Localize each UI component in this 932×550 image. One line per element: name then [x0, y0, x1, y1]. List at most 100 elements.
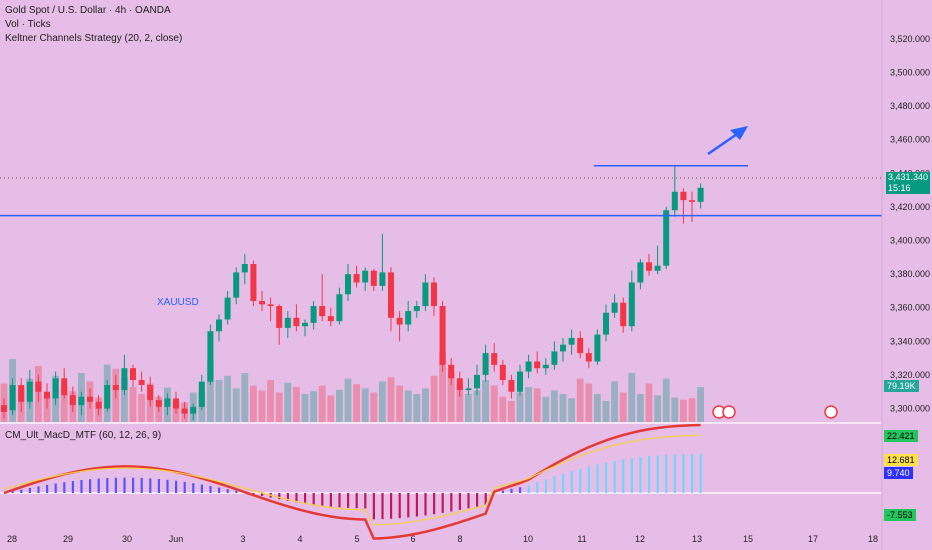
candle-body — [78, 396, 85, 406]
strategy-legend: Keltner Channels Strategy (20, 2, close) — [5, 33, 183, 44]
candle-body — [207, 331, 214, 382]
volume-bar — [215, 380, 223, 422]
candle-body — [422, 282, 429, 307]
time-tick-label: 3 — [240, 534, 245, 544]
macd-histogram-bar — [261, 493, 264, 496]
macd-histogram-bar — [458, 493, 461, 510]
bar-countdown: 15:16 — [888, 183, 911, 193]
macd-histogram-bar — [114, 477, 117, 493]
macd-histogram-bar — [304, 493, 307, 504]
macd-histogram-bar — [613, 460, 616, 493]
volume-bar — [379, 381, 386, 422]
candle-body — [353, 274, 360, 283]
volume-bar — [60, 385, 68, 422]
macd-histogram-bar — [71, 481, 74, 493]
candle-body — [499, 364, 506, 380]
macd-histogram-bar — [527, 485, 530, 493]
macd-histogram-bar — [562, 473, 565, 493]
candle-body — [594, 334, 601, 362]
volume-bar — [258, 390, 266, 422]
volume-bar — [284, 382, 292, 422]
candle-body — [1, 405, 7, 412]
macd-histogram-bar — [37, 486, 40, 493]
candle-body — [663, 210, 670, 266]
macd-histogram-bar — [329, 493, 332, 507]
candle-body — [628, 282, 635, 327]
candle-body — [87, 396, 93, 402]
volume-bar — [602, 401, 610, 422]
macd-histogram-bar — [673, 454, 676, 493]
volume-bar — [611, 381, 618, 422]
time-tick-label: 5 — [354, 534, 359, 544]
macd-histogram-bar — [123, 477, 126, 493]
candle-body — [439, 306, 446, 365]
volume-bar — [310, 391, 317, 422]
volume-bar — [396, 385, 403, 422]
macd-histogram-bar — [501, 490, 504, 493]
candle-body — [112, 385, 119, 391]
macd-histogram-bar — [484, 493, 487, 505]
macd-histogram-bar — [132, 477, 135, 493]
macd-histogram-bar — [398, 493, 401, 519]
macd-histogram-bar — [183, 481, 186, 493]
macd-histogram-bar — [630, 458, 633, 493]
candle-body — [327, 316, 334, 322]
time-tick-label: 11 — [577, 534, 586, 544]
macd-histogram-bar — [648, 456, 651, 493]
candle-body — [388, 272, 394, 318]
volume-bar — [576, 378, 584, 422]
macd-histogram-bar — [390, 493, 393, 519]
candle-body — [362, 270, 369, 283]
macd-histogram-bar — [28, 487, 31, 493]
volume-legend: Vol · Ticks — [5, 19, 51, 30]
macd-histogram-bar — [372, 493, 375, 520]
macd-histogram-bar — [570, 471, 573, 493]
price-tick-label: 3,460.000 — [890, 135, 930, 145]
candle-body — [585, 353, 592, 362]
volume-bar — [293, 387, 300, 422]
candle-body — [69, 395, 76, 406]
volume-bar — [439, 352, 446, 422]
time-tick-label: Jun — [169, 534, 184, 544]
time-tick-label: 29 — [63, 534, 73, 544]
price-tick-label: 3,360.000 — [890, 303, 930, 313]
macd-histogram-bar — [605, 462, 608, 493]
volume-bar — [275, 392, 283, 422]
candle-body — [267, 304, 274, 307]
volume-bar — [465, 394, 472, 422]
volume-bar — [533, 388, 541, 422]
candle-body — [542, 364, 549, 369]
macd-histogram-bar — [450, 493, 453, 512]
candle-body — [250, 264, 257, 301]
candle-body — [448, 364, 455, 379]
volume-bar — [129, 387, 137, 422]
horizontal-lines — [0, 164, 882, 217]
macd-histogram-bar — [321, 493, 324, 506]
candle-body — [302, 322, 308, 327]
volume-bar — [232, 388, 240, 422]
dividend-icon[interactable] — [712, 405, 838, 419]
volume-bar — [594, 394, 601, 422]
macd-histogram-bar — [106, 478, 109, 493]
candle-body — [568, 337, 575, 345]
symbol-label: XAUUSD — [157, 297, 199, 308]
macd-histogram-bar — [157, 478, 160, 493]
candle-body — [577, 337, 584, 354]
macd-histogram-bar — [355, 493, 358, 509]
macd-histogram-bar — [20, 489, 23, 493]
macd-pane — [0, 423, 882, 540]
macd-histogram-bar — [63, 482, 66, 493]
candle-body — [637, 262, 644, 283]
macd-histogram-bar — [54, 483, 57, 493]
volume-bar — [499, 396, 507, 422]
candle-body — [551, 351, 558, 365]
candle-body — [560, 344, 566, 352]
volume-bar — [404, 390, 412, 422]
volume-bar — [121, 377, 128, 422]
volume-bar — [344, 378, 352, 422]
chart-title: Gold Spot / U.S. Dollar · 4h · OANDA — [5, 5, 171, 16]
arrow-drawing[interactable] — [707, 126, 748, 156]
macd-tag-1: 22.421 — [884, 430, 918, 442]
candle-body — [138, 379, 145, 386]
